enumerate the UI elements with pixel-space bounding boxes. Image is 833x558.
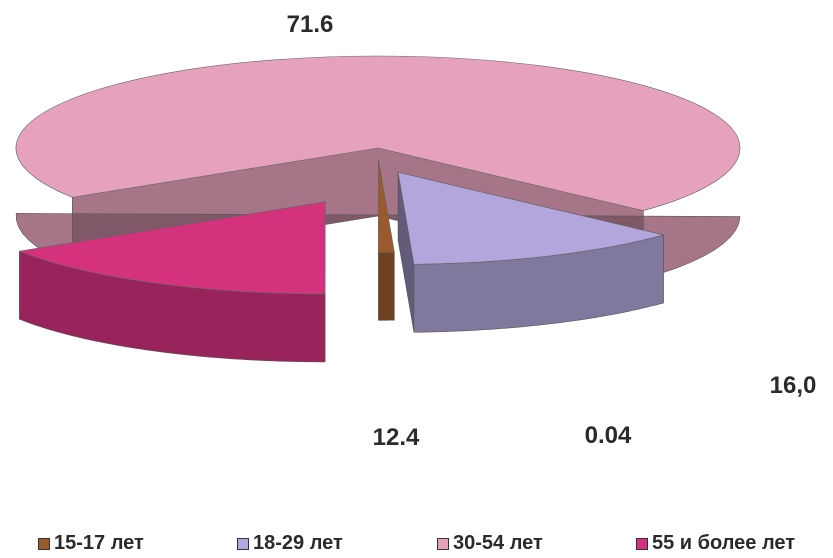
data-label-55-plus: 16,0 — [770, 372, 817, 399]
legend: 15-17 лет 18-29 лет 30-54 лет 55 и более… — [0, 532, 833, 558]
slice-55-plus — [18, 201, 326, 363]
legend-swatch-18-29 — [237, 537, 249, 550]
legend-item-15-17: 15-17 лет — [38, 532, 144, 555]
slice-18-29 — [397, 171, 664, 333]
data-label-18-29: 12.4 — [373, 424, 420, 451]
data-label-15-17: 0.04 — [585, 422, 632, 449]
legend-label-55-plus: 55 и более лет — [652, 532, 796, 554]
legend-label-18-29: 18-29 лет — [253, 532, 343, 554]
legend-label-15-17: 15-17 лет — [54, 532, 144, 554]
legend-item-18-29: 18-29 лет — [237, 532, 343, 555]
legend-swatch-15-17 — [38, 537, 50, 550]
data-label-30-54: 71.6 — [287, 11, 334, 38]
legend-label-30-54: 30-54 лет — [453, 532, 543, 554]
slice-15-17 — [378, 160, 395, 321]
legend-item-30-54: 30-54 лет — [437, 532, 543, 555]
legend-item-55-plus: 55 и более лет — [636, 532, 795, 555]
legend-swatch-55-plus — [636, 537, 648, 550]
legend-swatch-30-54 — [437, 537, 449, 550]
